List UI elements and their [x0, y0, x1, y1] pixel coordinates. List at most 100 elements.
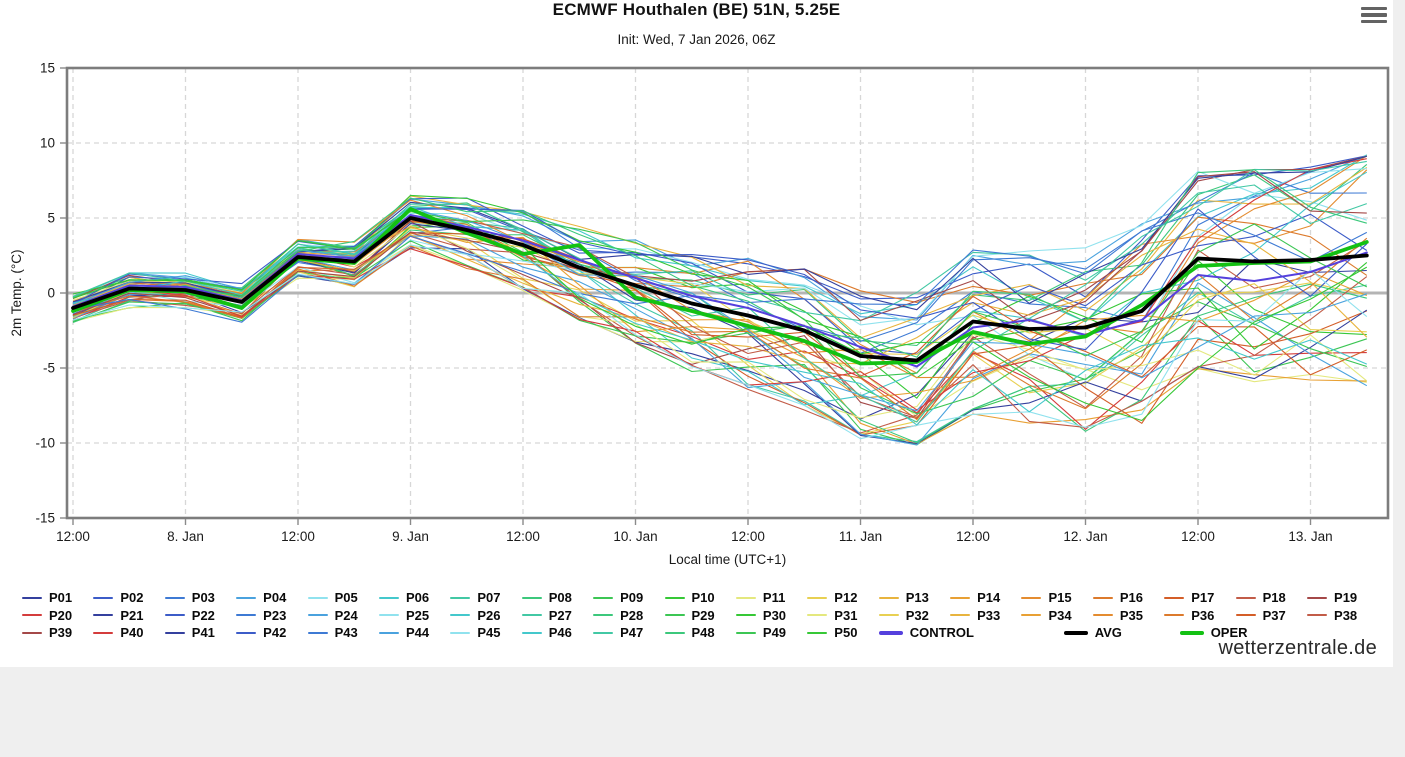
x-tick-label: 9. Jan: [392, 529, 429, 544]
legend-swatch: [735, 596, 756, 599]
legend-label: P09: [620, 590, 644, 606]
member-line-P09: [72, 222, 1367, 446]
chart-title: ECMWF Houthalen (BE) 51N, 5.25E: [552, 0, 841, 19]
legend-item-p07: P07: [450, 590, 521, 605]
legend-item-p37: P37: [1235, 607, 1307, 623]
legend-swatch: [450, 596, 471, 599]
x-tick-label: 10. Jan: [613, 529, 657, 544]
legend-label: P11: [762, 590, 786, 606]
legend-swatch: [735, 631, 756, 634]
legend-row: P39 P40 P41 P42 P43 P44 P45 P46 P47 P48 P49 P50 CONT…: [0, 624, 1393, 642]
legend-swatch: [521, 631, 542, 634]
member-line-P43: [72, 212, 1368, 323]
legend-label: P14: [977, 590, 1001, 606]
legend-label: P33: [977, 607, 1001, 623]
legend-swatch: [164, 596, 185, 599]
legend-label: P17: [1191, 590, 1215, 606]
legend-swatch: [664, 596, 685, 599]
member-line-P49: [72, 211, 1368, 378]
ensemble-temperature-chart: 12:00 8. Jan 12:00 9. Jan 12:00 10. Jan 12:00 1…: [9, 61, 1390, 567]
legend-swatch: [450, 614, 471, 617]
legend-label: P39: [49, 625, 73, 641]
legend-swatch: [22, 614, 42, 617]
legend-row: P20 P21 P22 P23 P24 P25 P26 P27 P28 P29 P30 P31 P32 P…: [0, 607, 1393, 625]
member-line-P18: [72, 232, 1368, 434]
legend-item-p42: P42: [236, 625, 307, 640]
legend-label: P02: [120, 590, 144, 606]
x-tick-label: 12:00: [56, 529, 90, 544]
legend-label: P48: [691, 625, 715, 641]
legend-label: CONTROL: [909, 625, 974, 641]
legend-swatch: [22, 631, 42, 634]
legend-swatch: [1092, 596, 1113, 599]
legend-swatch: [378, 614, 399, 617]
legend-label: P06: [405, 590, 430, 606]
legend-item-p03: P03: [164, 590, 236, 606]
legend-swatch: [878, 630, 903, 635]
legend-swatch: [664, 631, 685, 634]
chart-subtitle: Init: Wed, 7 Jan 2026, 06Z: [617, 32, 776, 47]
legend-swatch: [878, 596, 899, 599]
legend-label: P45: [477, 625, 501, 641]
legend-swatch: [807, 614, 828, 617]
legend-label: P32: [905, 607, 929, 623]
legend-label: P08: [548, 590, 572, 606]
legend-swatch: [307, 596, 328, 599]
legend-item-p09: P09: [593, 590, 664, 605]
x-tick-label: 12:00: [506, 529, 540, 544]
hamburger-menu-icon[interactable]: [1361, 4, 1391, 26]
legend-swatch: [236, 596, 257, 599]
legend-item-control: CONTROL: [878, 625, 1064, 641]
legend-swatch: [164, 614, 185, 617]
plot-border: [65, 66, 1390, 520]
y-tick-label: -15: [35, 511, 55, 526]
member-line-P45: [72, 244, 1368, 440]
x-tick-label: 12. Jan: [1063, 529, 1107, 544]
x-tick-label: 12:00: [956, 529, 990, 544]
legend-swatch: [22, 596, 42, 599]
legend-swatch: [1235, 614, 1256, 617]
legend-label: P15: [1048, 590, 1072, 606]
legend-label: P07: [477, 590, 501, 606]
legend-item-avg: AVG: [1063, 625, 1180, 641]
legend-swatch: [950, 614, 971, 617]
legend-item-p05: P05: [307, 590, 379, 605]
x-tick-label: 12:00: [1181, 529, 1215, 544]
legend-item-p29: P29: [664, 608, 736, 623]
legend-label: P10: [691, 590, 715, 606]
legend-item-oper: OPER: [1179, 625, 1290, 640]
legend-swatch: [307, 614, 328, 617]
legend-swatch: [807, 631, 828, 634]
legend-label: P37: [1262, 607, 1286, 623]
legend-item-p04: P04: [236, 590, 307, 605]
legend-item-p35: P35: [1092, 608, 1164, 623]
legend-row: P01 P02 P03 P04 P05 P06 P07 P08 P09 P10 P11 P12 P13 P…: [0, 589, 1393, 607]
legend-swatch: [807, 596, 828, 599]
legend-label: P20: [49, 607, 73, 623]
legend-item-p17: P17: [1164, 590, 1235, 605]
legend-label: P30: [762, 607, 787, 623]
legend-label: P03: [191, 590, 215, 606]
legend-label: P43: [334, 625, 358, 641]
y-tick-label: 10: [40, 136, 55, 151]
legend-label: P50: [834, 625, 858, 641]
legend-item-p21: P21: [93, 608, 164, 623]
legend-swatch: [1164, 596, 1185, 599]
x-tick-label: 13. Jan: [1288, 529, 1332, 544]
member-line-P50: [72, 209, 1368, 422]
legend-label: P23: [263, 607, 287, 623]
legend-label: AVG: [1094, 625, 1122, 641]
legend-swatch: [93, 631, 114, 634]
legend-item-p02: P02: [93, 590, 164, 605]
member-line-P34: [72, 226, 1368, 399]
legend-item-p19: P19: [1307, 590, 1378, 605]
legend-label: P18: [1262, 590, 1286, 606]
legend-swatch: [164, 631, 185, 634]
member-line-P47: [72, 160, 1367, 423]
legend-label: P19: [1334, 590, 1358, 606]
legend-label: P40: [120, 625, 144, 641]
y-tick-label: -5: [43, 361, 55, 376]
x-tick-label: 11. Jan: [839, 529, 882, 544]
legend-item-p06: P06: [378, 590, 450, 606]
legend-item-p13: P13: [878, 590, 950, 605]
